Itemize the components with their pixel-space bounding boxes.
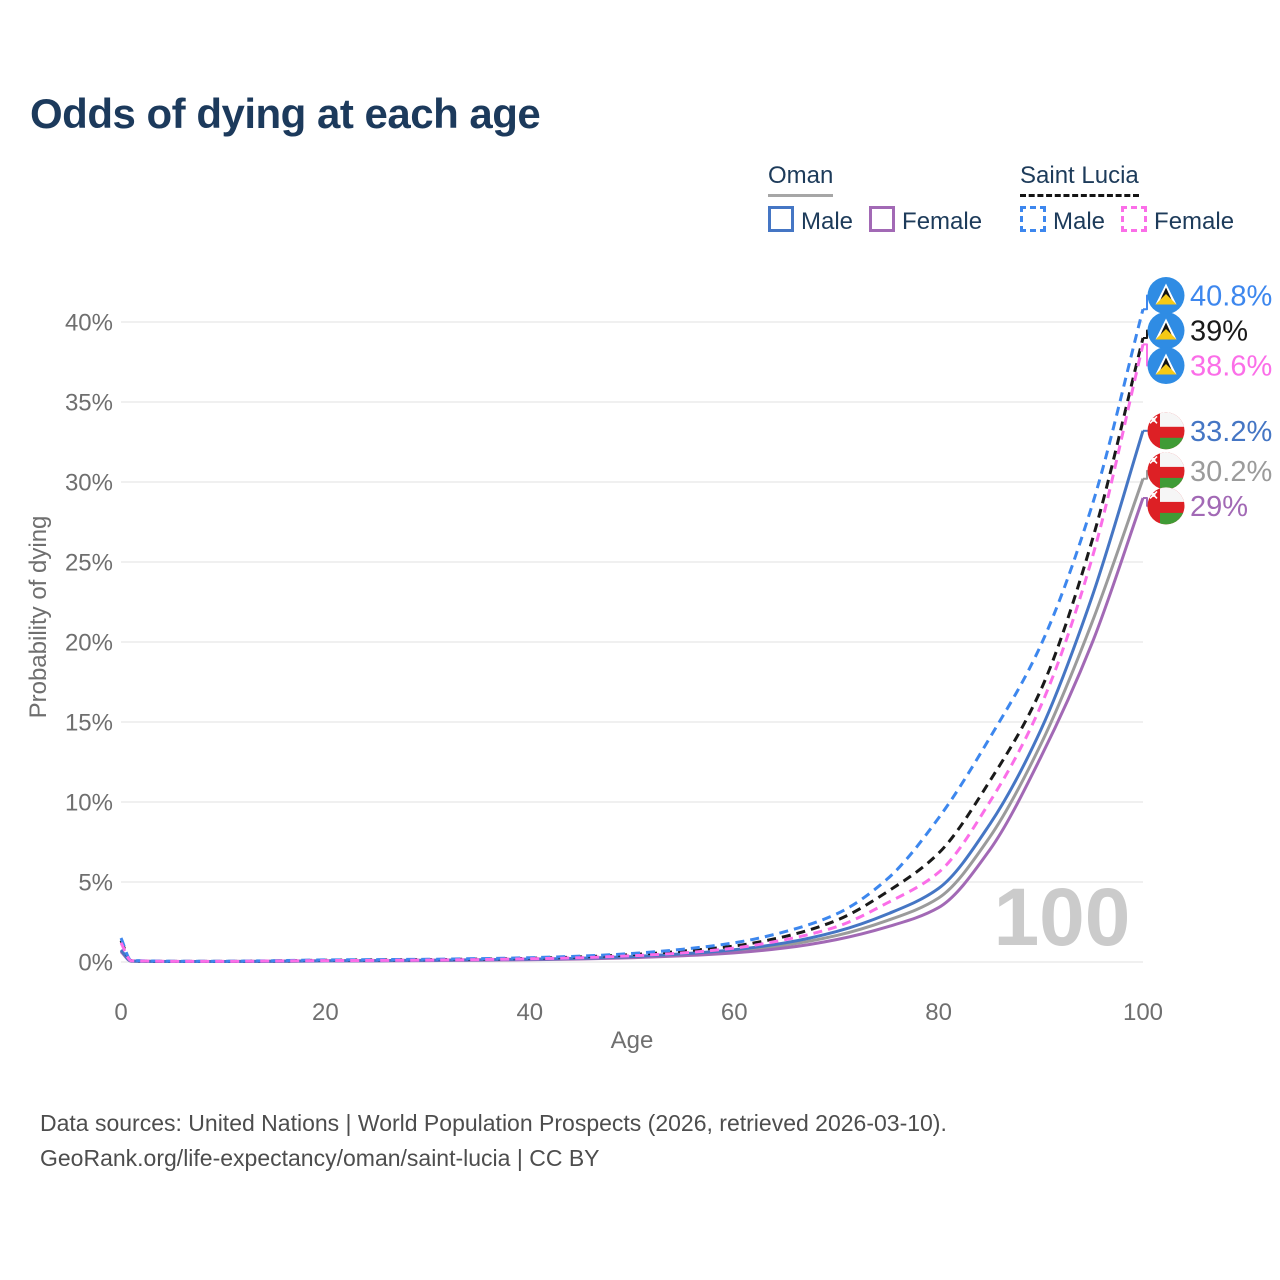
series-line-oman-both-sexes[interactable]	[119, 478, 1145, 963]
source-line-2: GeoRank.org/life-expectancy/oman/saint-l…	[40, 1145, 600, 1171]
legend-item-saint-lucia-male[interactable]: Male	[1020, 206, 1105, 236]
y-tick-label: 10%	[65, 789, 113, 816]
oman-flag-icon[interactable]	[1147, 412, 1185, 450]
end-label-connector	[1143, 497, 1148, 507]
legend-item-label: Female	[902, 208, 983, 235]
end-value-label-oman-female[interactable]: 29%	[1190, 491, 1248, 523]
legend-item-oman-female[interactable]: Female	[869, 206, 982, 236]
end-value-label-saint-lucia-female[interactable]: 38.6%	[1190, 351, 1272, 383]
legend-item-label: Male	[1053, 208, 1106, 235]
y-tick-label: 35%	[65, 389, 113, 416]
y-tick-label: 0%	[78, 949, 113, 976]
legend-item-saint-lucia-female[interactable]: Female	[1121, 206, 1234, 236]
saint-lucia-flag-icon[interactable]	[1147, 312, 1185, 350]
series-line-saint-lucia-male[interactable]	[119, 308, 1145, 963]
saint-lucia-flag-icon[interactable]	[1147, 347, 1185, 385]
series-line-oman-female[interactable]	[119, 497, 1145, 963]
legend-items-row: Male Female	[768, 206, 998, 236]
watermark-age-100: 100	[994, 872, 1131, 963]
legend-item-oman-male[interactable]: Male	[768, 206, 853, 236]
source-attribution: Data sources: United Nations | World Pop…	[40, 1106, 947, 1176]
legend-swatch-icon	[768, 206, 794, 232]
legend-country-label[interactable]: Saint Lucia	[1020, 162, 1139, 197]
x-tick-label: 0	[114, 999, 127, 1026]
x-tick-label: 40	[516, 999, 543, 1026]
x-tick-label: 100	[1123, 999, 1163, 1026]
x-tick-label: 60	[721, 999, 748, 1026]
oman-flag-icon[interactable]	[1147, 487, 1185, 525]
y-tick-label: 5%	[78, 869, 113, 896]
y-tick-label: 40%	[65, 309, 113, 336]
series-line-saint-lucia-both-sexes[interactable]	[119, 337, 1145, 963]
legend-item-label: Female	[1154, 208, 1235, 235]
legend-group-oman: Oman Male Female	[768, 162, 998, 236]
end-label-connector	[1143, 329, 1148, 339]
source-line-1: Data sources: United Nations | World Pop…	[40, 1110, 947, 1136]
end-label-connector	[1143, 469, 1148, 480]
end-value-label-saint-lucia-both-sexes[interactable]: 39%	[1190, 316, 1248, 348]
legend-swatch-icon	[1020, 206, 1046, 232]
legend-swatch-icon	[1121, 206, 1148, 232]
end-value-label-oman-male[interactable]: 33.2%	[1190, 416, 1272, 448]
y-tick-label: 30%	[65, 469, 113, 496]
page-title: Odds of dying at each age	[30, 90, 541, 137]
y-tick-label: 25%	[65, 549, 113, 576]
end-label-connector	[1143, 343, 1148, 367]
legend-items-row: Male Female	[1020, 206, 1250, 236]
oman-flag-icon[interactable]	[1147, 452, 1185, 490]
y-tick-label: 20%	[65, 629, 113, 656]
x-tick-label: 80	[925, 999, 952, 1026]
end-value-label-oman-both-sexes[interactable]: 30.2%	[1190, 456, 1272, 488]
saint-lucia-flag-icon[interactable]	[1147, 277, 1185, 315]
legend-swatch-icon	[869, 206, 896, 232]
series-line-saint-lucia-female[interactable]	[119, 344, 1145, 963]
legend-group-saint-lucia: Saint Lucia Male Female	[1020, 162, 1250, 236]
y-tick-label: 15%	[65, 709, 113, 736]
legend-country-label[interactable]: Oman	[768, 162, 834, 197]
x-axis-title: Age	[611, 1027, 654, 1054]
end-value-label-saint-lucia-male[interactable]: 40.8%	[1190, 281, 1272, 313]
legend-item-label: Male	[801, 208, 854, 235]
y-axis-title: Probability of dying	[25, 516, 52, 719]
legend: Oman Male Female Saint Lucia Male Female	[0, 162, 1280, 242]
x-tick-label: 20	[312, 999, 339, 1026]
end-label-connector	[1143, 294, 1148, 311]
